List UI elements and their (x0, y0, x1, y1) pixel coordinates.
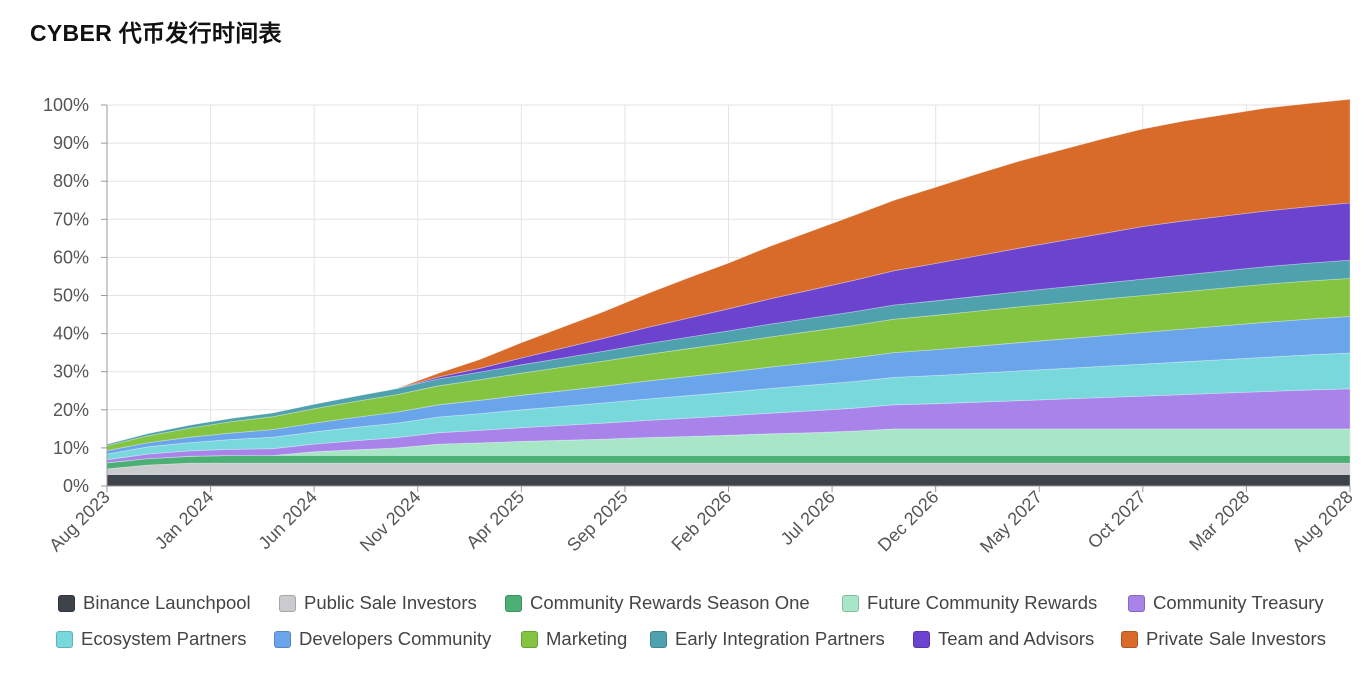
x-tick-label: Aug 2028 (1288, 487, 1357, 556)
x-tick-label: Apr 2025 (462, 487, 528, 553)
legend-swatch (505, 594, 522, 612)
x-tick-label: Feb 2026 (667, 487, 735, 555)
area-series-future-community-rewards (106, 428, 1351, 464)
legend-item[interactable]: Public Sale Investors (279, 588, 477, 618)
y-tick-label: 100% (43, 95, 89, 115)
chart-areas (106, 98, 1351, 487)
legend-label: Early Integration Partners (675, 628, 885, 649)
x-tick-label: Mar 2028 (1185, 487, 1253, 555)
x-tick-label: Aug 2023 (45, 487, 114, 556)
legend-label: Developers Community (299, 628, 492, 649)
legend-label: Public Sale Investors (304, 592, 477, 613)
y-tick-label: 80% (53, 171, 89, 191)
legend-swatch (58, 594, 75, 612)
y-tick-label: 10% (53, 438, 89, 458)
legend-swatch (1128, 594, 1145, 612)
legend-swatch (913, 630, 930, 648)
legend-item[interactable]: Team and Advisors (913, 624, 1094, 654)
legend-swatch (650, 630, 667, 648)
x-axis-ticks: Aug 2023 Jan 2024 Jun 2024 Nov 2024 Apr 2025… (45, 486, 1357, 557)
legend-label: Private Sale Investors (1146, 628, 1326, 649)
chart-title: CYBER 代币发行时间表 (30, 20, 282, 46)
legend-label: Binance Launchpool (83, 592, 251, 613)
legend-item[interactable]: Future Community Rewards (842, 588, 1097, 618)
y-tick-label: 90% (53, 133, 89, 153)
y-axis-ticks: 0% 10% 20% 30% 40% 50% 60% 70% 80% 90% 100% (43, 95, 107, 496)
legend-label: Marketing (546, 628, 628, 649)
area-series-developers-community (106, 316, 1351, 455)
legend-label: Ecosystem Partners (81, 628, 247, 649)
y-tick-label: 20% (53, 400, 89, 420)
legend-item[interactable]: Binance Launchpool (58, 588, 251, 618)
legend-item[interactable]: Community Treasury (1128, 588, 1324, 618)
legend-item[interactable]: Ecosystem Partners (56, 624, 247, 654)
x-tick-label: Nov 2024 (356, 487, 425, 556)
x-tick-label: Sep 2025 (563, 487, 632, 556)
legend-swatch (56, 630, 73, 648)
legend-item[interactable]: Early Integration Partners (650, 624, 885, 654)
legend-label: Future Community Rewards (867, 592, 1098, 613)
legend-item[interactable]: Private Sale Investors (1121, 624, 1326, 654)
y-tick-label: 70% (53, 209, 89, 229)
x-tick-label: Jul 2026 (777, 487, 839, 549)
area-series-team-and-advisors (106, 202, 1351, 445)
x-tick-label: Jan 2024 (151, 487, 218, 554)
x-tick-label: Dec 2026 (874, 487, 943, 556)
legend-swatch (1121, 630, 1138, 648)
legend-item[interactable]: Community Rewards Season One (505, 588, 810, 618)
legend-label: Community Treasury (1153, 592, 1324, 613)
x-tick-label: Jun 2024 (254, 487, 321, 554)
legend-swatch (279, 594, 296, 612)
y-tick-label: 0% (63, 476, 89, 496)
legend-item[interactable]: Marketing (521, 624, 627, 654)
y-tick-label: 50% (53, 286, 89, 306)
y-tick-label: 30% (53, 362, 89, 382)
y-tick-label: 40% (53, 324, 89, 344)
area-series-early-integration-partners (106, 259, 1351, 447)
area-series-ecosystem-partners (106, 352, 1351, 461)
legend-label: Community Rewards Season One (530, 592, 810, 613)
area-series-binance-launchpool (106, 474, 1351, 487)
legend-label: Team and Advisors (938, 628, 1095, 649)
area-series-public-sale-investors (106, 462, 1351, 475)
legend-item[interactable]: Developers Community (274, 624, 491, 654)
x-tick-label: May 2027 (976, 487, 1046, 557)
y-tick-label: 60% (53, 247, 89, 267)
x-tick-label: Oct 2027 (1084, 487, 1150, 553)
area-series-private-sale-investors (106, 98, 1351, 445)
stacked-area-chart: 0% 10% 20% 30% 40% 50% 60% 70% 80% 90% 100% Aug 20… (43, 95, 1357, 557)
legend-swatch (521, 630, 538, 648)
legend-swatch (842, 594, 859, 612)
legend-swatch (274, 630, 291, 648)
